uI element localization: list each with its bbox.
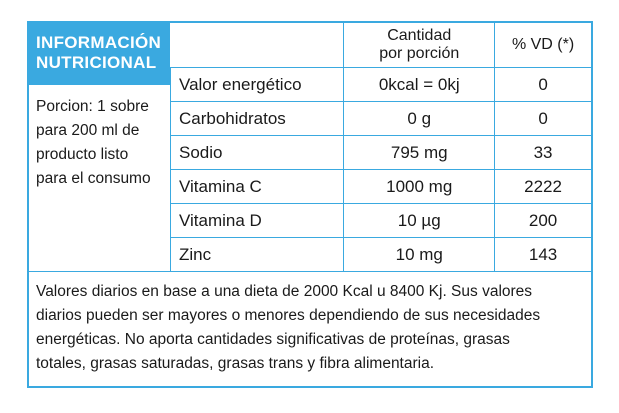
table-header-row: Cantidad por porción % VD (*) <box>170 23 591 68</box>
nutrient-quantity: 795 mg <box>343 135 496 170</box>
header-vd: % VD (*) <box>494 23 591 68</box>
nutrient-quantity: 1000 mg <box>343 169 496 204</box>
title-line-2: NUTRICIONAL <box>36 53 157 72</box>
nutrient-quantity: 10 mg <box>343 237 496 271</box>
header-quantity: Cantidad por porción <box>343 23 496 68</box>
portion-line-2: para 200 ml de <box>36 122 140 139</box>
table-row: Carbohidratos 0 g 0 <box>169 101 591 136</box>
footnote-line-1: Valores diarios en base a una dieta de 2… <box>36 283 533 300</box>
footnote: Valores diarios en base a una dieta de 2… <box>29 271 591 386</box>
header-blank-cell <box>170 23 345 68</box>
nutrient-name: Sodio <box>169 135 345 170</box>
nutrient-vd: 200 <box>494 203 591 238</box>
table-row: Zinc 10 mg 143 <box>169 237 591 271</box>
portion-info: Porcion: 1 sobre para 200 ml de producto… <box>29 85 170 271</box>
nutrition-title: INFORMACIÓN NUTRICIONAL <box>29 23 170 85</box>
header-quantity-line-1: Cantidad <box>387 27 452 44</box>
nutrient-name: Vitamina D <box>169 203 345 238</box>
table-row: Sodio 795 mg 33 <box>169 135 591 170</box>
nutrient-quantity: 0kcal = 0kj <box>343 67 496 102</box>
nutrient-quantity: 10 µg <box>343 203 496 238</box>
nutrient-name: Carbohidratos <box>169 101 345 136</box>
nutrient-vd: 0 <box>494 67 591 102</box>
portion-line-1: Porcion: 1 sobre <box>36 98 149 115</box>
header-quantity-line-2: por porción <box>379 45 460 62</box>
footnote-line-2: diarios pueden ser mayores o menores dep… <box>36 307 541 324</box>
portion-line-3: producto listo <box>36 146 129 163</box>
table-row: Vitamina D 10 µg 200 <box>169 203 591 238</box>
nutrient-name: Valor energético <box>169 67 345 102</box>
nutrient-name: Zinc <box>169 237 345 271</box>
footnote-line-4: totales, grasas saturadas, grasas trans … <box>36 355 435 372</box>
nutrient-quantity: 0 g <box>343 101 496 136</box>
nutrient-vd: 2222 <box>494 169 591 204</box>
portion-line-4: para el consumo <box>36 170 151 187</box>
nutrition-facts-panel: INFORMACIÓN NUTRICIONAL Porcion: 1 sobre… <box>27 21 593 388</box>
nutrient-name: Vitamina C <box>169 169 345 204</box>
nutrient-vd: 0 <box>494 101 591 136</box>
table-row: Vitamina C 1000 mg 2222 <box>169 169 591 204</box>
footnote-line-3: energéticas. No aporta cantidades signif… <box>36 331 510 348</box>
title-line-1: INFORMACIÓN <box>36 33 162 52</box>
table-row: Valor energético 0kcal = 0kj 0 <box>169 67 591 102</box>
nutrient-vd: 143 <box>494 237 591 271</box>
nutrition-table: Cantidad por porción % VD (*) Valor ener… <box>169 23 591 271</box>
nutrient-vd: 33 <box>494 135 591 170</box>
